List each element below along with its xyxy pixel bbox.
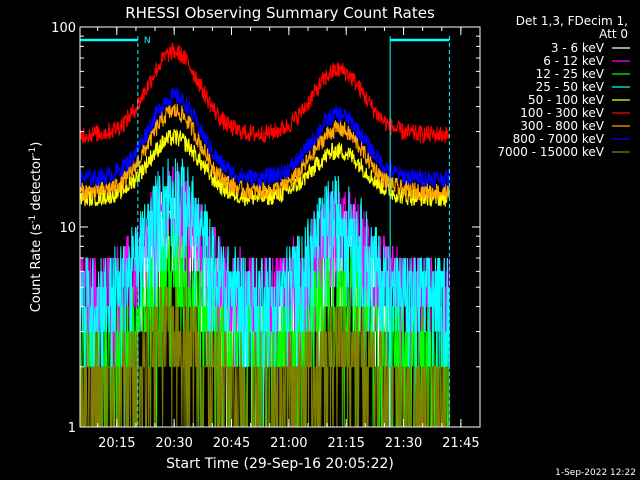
series-line	[79, 42, 450, 144]
legend-label: 300 - 800 keV	[520, 119, 604, 133]
x-tick-label: 21:45	[442, 436, 479, 451]
y-axis-label: Count Rate (s-1 detector-1)	[28, 142, 44, 313]
legend-header-line1: Det 1,3, FDecim 1,	[516, 14, 628, 28]
series-25-50kev	[79, 158, 450, 428]
legend-label: 7000 - 15000 keV	[497, 145, 604, 159]
series-line	[79, 104, 450, 201]
legend-label: 12 - 25 keV	[536, 67, 605, 81]
legend-label: 50 - 100 keV	[528, 93, 605, 107]
series-300-800kev	[79, 104, 450, 201]
night-marker-label: N	[144, 36, 151, 46]
x-tick-label: 21:00	[270, 436, 307, 451]
y-tick-label: 10	[59, 221, 76, 236]
legend-label: 800 - 7000 keV	[513, 132, 605, 146]
legend-label: 3 - 6 keV	[551, 41, 605, 55]
series-100-300kev	[79, 42, 450, 144]
series-line	[79, 87, 450, 189]
legend-label: 25 - 50 keV	[536, 80, 605, 94]
x-tick-label: 20:30	[155, 436, 192, 451]
chart-title: RHESSI Observing Summary Count Rates	[125, 4, 435, 22]
y-tick-label: 1	[68, 421, 76, 436]
series-layer	[79, 42, 450, 428]
tick-layer: 1 10 100 20:15 20:30 20:45 21:00 21:15 21:30 21:4…	[51, 21, 480, 451]
legend-label: 6 - 12 keV	[543, 54, 605, 68]
x-axis-label: Start Time (29-Sep-16 20:05:22)	[166, 456, 394, 472]
footer-date: 1-Sep-2022 12:22	[555, 468, 636, 478]
legend-label: 100 - 300 keV	[520, 106, 604, 120]
x-tick-label: 20:15	[98, 436, 135, 451]
x-tick-label: 20:45	[213, 436, 250, 451]
x-tick-label: 21:15	[327, 436, 364, 451]
x-tick-label: 21:30	[385, 436, 422, 451]
series-800-7000kev	[79, 87, 450, 189]
legend-header-line2: Att 0	[599, 27, 628, 41]
series-line	[79, 158, 450, 428]
y-tick-label: 100	[51, 21, 76, 36]
